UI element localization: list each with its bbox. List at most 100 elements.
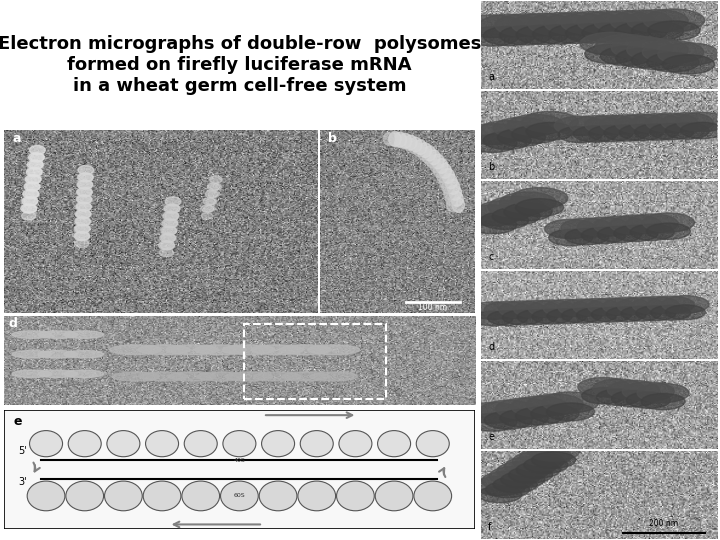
Circle shape	[554, 116, 606, 136]
Circle shape	[504, 203, 552, 221]
Circle shape	[446, 199, 457, 212]
Circle shape	[646, 113, 698, 132]
Circle shape	[166, 345, 218, 355]
Circle shape	[497, 462, 549, 481]
Ellipse shape	[416, 430, 449, 457]
Circle shape	[77, 202, 91, 211]
Circle shape	[138, 345, 190, 355]
Circle shape	[626, 10, 688, 32]
Ellipse shape	[223, 430, 256, 457]
Circle shape	[428, 150, 440, 165]
Circle shape	[524, 457, 568, 473]
Circle shape	[30, 145, 45, 154]
Circle shape	[613, 225, 658, 241]
Circle shape	[531, 405, 579, 423]
Text: 40S: 40S	[233, 458, 246, 463]
Circle shape	[446, 192, 456, 205]
Circle shape	[310, 372, 357, 381]
Circle shape	[164, 204, 180, 213]
Circle shape	[161, 234, 176, 242]
Circle shape	[194, 345, 246, 355]
Circle shape	[163, 212, 179, 221]
Circle shape	[608, 381, 660, 400]
Circle shape	[462, 15, 523, 38]
Circle shape	[577, 377, 630, 397]
Circle shape	[165, 197, 181, 206]
Ellipse shape	[143, 481, 181, 511]
Circle shape	[436, 159, 448, 173]
Circle shape	[595, 35, 657, 57]
Circle shape	[647, 223, 690, 239]
Circle shape	[528, 442, 580, 461]
Circle shape	[202, 213, 213, 219]
Circle shape	[680, 123, 720, 139]
Circle shape	[423, 151, 433, 164]
Circle shape	[516, 199, 564, 217]
Circle shape	[76, 210, 91, 219]
Circle shape	[29, 153, 44, 162]
Text: Electron micrographs of double-row  polysomes
formed on firefly luciferase mRNA
: Electron micrographs of double-row polys…	[0, 35, 481, 94]
Circle shape	[516, 462, 560, 478]
Circle shape	[160, 233, 176, 242]
Circle shape	[488, 196, 544, 217]
Circle shape	[109, 345, 161, 355]
Circle shape	[418, 147, 429, 160]
Circle shape	[74, 224, 90, 233]
Text: a: a	[13, 132, 22, 145]
Circle shape	[64, 331, 104, 339]
Circle shape	[581, 227, 626, 244]
Circle shape	[30, 153, 45, 161]
Circle shape	[161, 241, 175, 249]
Circle shape	[25, 190, 39, 198]
Circle shape	[452, 198, 464, 212]
Circle shape	[528, 13, 590, 36]
Circle shape	[24, 182, 40, 191]
Circle shape	[78, 188, 92, 196]
Text: a: a	[488, 72, 494, 82]
Circle shape	[415, 140, 427, 154]
Circle shape	[473, 311, 513, 326]
Circle shape	[78, 180, 92, 189]
Ellipse shape	[220, 481, 258, 511]
Circle shape	[585, 115, 636, 134]
Circle shape	[546, 309, 587, 323]
Circle shape	[594, 11, 655, 33]
Circle shape	[500, 26, 552, 45]
Circle shape	[632, 296, 680, 314]
Circle shape	[208, 191, 220, 198]
Circle shape	[76, 210, 91, 218]
Circle shape	[253, 372, 301, 381]
Circle shape	[545, 219, 597, 239]
Circle shape	[24, 197, 38, 205]
Circle shape	[600, 114, 652, 134]
Circle shape	[480, 400, 536, 421]
Circle shape	[513, 300, 561, 318]
Circle shape	[78, 173, 93, 182]
Circle shape	[650, 123, 694, 140]
Circle shape	[464, 402, 521, 423]
Circle shape	[522, 111, 578, 132]
Circle shape	[478, 487, 522, 503]
Ellipse shape	[145, 430, 179, 457]
Circle shape	[12, 370, 52, 377]
Circle shape	[203, 198, 215, 205]
Circle shape	[282, 372, 329, 381]
Circle shape	[165, 212, 179, 220]
Circle shape	[480, 212, 528, 230]
Circle shape	[616, 114, 667, 133]
Circle shape	[596, 389, 641, 406]
Circle shape	[400, 133, 412, 148]
Circle shape	[74, 232, 90, 241]
Circle shape	[383, 132, 395, 145]
Circle shape	[606, 307, 647, 322]
Circle shape	[598, 23, 651, 42]
Circle shape	[161, 226, 176, 235]
Circle shape	[27, 167, 42, 177]
Circle shape	[544, 300, 590, 317]
Circle shape	[528, 300, 576, 318]
Circle shape	[558, 126, 602, 143]
Circle shape	[469, 302, 516, 319]
Circle shape	[78, 195, 91, 204]
Ellipse shape	[184, 430, 217, 457]
Circle shape	[405, 135, 417, 150]
